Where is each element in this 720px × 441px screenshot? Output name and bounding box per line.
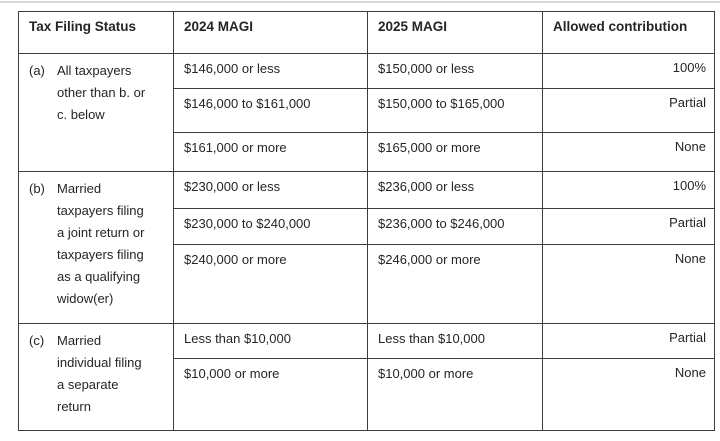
header-row: Tax Filing Status 2024 MAGI 2025 MAGI Al… bbox=[18, 11, 715, 54]
table-row: $230,000 to $240,000 $236,000 to $246,00… bbox=[19, 208, 715, 245]
magi-2025-cell: $236,000 to $246,000 bbox=[367, 208, 543, 245]
magi-2024-cell: $146,000 or less bbox=[173, 53, 368, 89]
magi-2024-cell: $10,000 or more bbox=[173, 358, 368, 431]
section-status-c: Married individual filing a separate ret… bbox=[57, 333, 142, 414]
magi-2024-cell: $146,000 to $161,000 bbox=[173, 88, 368, 133]
col-header-allowed-contribution: Allowed contribution bbox=[542, 11, 715, 54]
table-row: $240,000 or more $246,000 or more None bbox=[19, 244, 715, 324]
cropped-edge-line bbox=[0, 1, 720, 3]
magi-2025-cell: $150,000 to $165,000 bbox=[367, 88, 543, 133]
section-label-b: (b) bbox=[29, 181, 45, 196]
table-row: $161,000 or more $165,000 or more None bbox=[19, 132, 715, 172]
section-label-c: (c) bbox=[29, 333, 45, 348]
allowed-contribution-cell: None bbox=[542, 358, 715, 431]
col-header-2025-magi: 2025 MAGI bbox=[367, 11, 543, 54]
section-status-b: Married taxpayers filing a joint return … bbox=[57, 181, 145, 306]
roth-ira-magi-table: Tax Filing Status 2024 MAGI 2025 MAGI Al… bbox=[18, 11, 715, 431]
allowed-contribution-cell: None bbox=[542, 132, 715, 172]
section-label-a: (a) bbox=[29, 63, 45, 78]
magi-2025-cell: $236,000 or less bbox=[367, 171, 543, 209]
magi-2024-cell: $240,000 or more bbox=[173, 244, 368, 324]
allowed-contribution-cell: Partial bbox=[542, 208, 715, 245]
table-row: $146,000 to $161,000 $150,000 to $165,00… bbox=[19, 88, 715, 133]
magi-2024-cell: Less than $10,000 bbox=[173, 323, 368, 359]
table-row: $10,000 or more $10,000 or more None bbox=[19, 358, 715, 431]
allowed-contribution-cell: Partial bbox=[542, 323, 715, 359]
col-header-2024-magi: 2024 MAGI bbox=[173, 11, 368, 54]
allowed-contribution-cell: None bbox=[542, 244, 715, 324]
magi-2025-cell: $10,000 or more bbox=[367, 358, 543, 431]
status-cell-c: (c) Married individual filing a separate… bbox=[18, 323, 174, 431]
magi-2025-cell: Less than $10,000 bbox=[367, 323, 543, 359]
table-row: (c) Married individual filing a separate… bbox=[18, 323, 715, 431]
magi-2025-cell: $165,000 or more bbox=[367, 132, 543, 172]
magi-2024-cell: $230,000 or less bbox=[173, 171, 368, 209]
status-cell-b: (b) Married taxpayers filing a joint ret… bbox=[18, 171, 174, 324]
allowed-contribution-cell: 100% bbox=[542, 53, 715, 89]
table-row: (b) Married taxpayers filing a joint ret… bbox=[18, 171, 715, 324]
magi-2025-cell: $246,000 or more bbox=[367, 244, 543, 324]
allowed-contribution-cell: 100% bbox=[542, 171, 715, 209]
table-row: (a) All taxpayers other than b. or c. be… bbox=[18, 53, 715, 172]
status-cell-a: (a) All taxpayers other than b. or c. be… bbox=[18, 53, 174, 172]
magi-2024-cell: $161,000 or more bbox=[173, 132, 368, 172]
magi-2024-cell: $230,000 to $240,000 bbox=[173, 208, 368, 245]
col-header-tax-filing-status: Tax Filing Status bbox=[18, 11, 174, 54]
magi-2025-cell: $150,000 or less bbox=[367, 53, 543, 89]
section-status-a: All taxpayers other than b. or c. below bbox=[57, 63, 146, 122]
allowed-contribution-cell: Partial bbox=[542, 88, 715, 133]
